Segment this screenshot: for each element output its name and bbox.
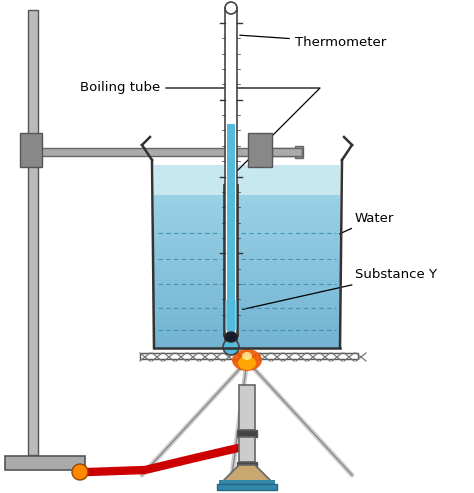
Bar: [154, 244, 340, 246]
Bar: [154, 343, 340, 346]
Bar: [154, 254, 340, 256]
Bar: [154, 246, 340, 248]
Bar: [154, 333, 340, 335]
Bar: [154, 292, 340, 294]
Ellipse shape: [223, 339, 239, 355]
Ellipse shape: [225, 2, 237, 14]
Bar: [154, 233, 340, 236]
Bar: [154, 236, 340, 238]
Bar: [154, 198, 340, 200]
Bar: [239, 385, 255, 430]
Bar: [154, 277, 340, 279]
Bar: [154, 294, 340, 297]
Bar: [154, 228, 340, 231]
Bar: [154, 302, 340, 305]
Bar: [154, 279, 340, 282]
Bar: [154, 287, 340, 289]
Bar: [154, 305, 340, 307]
Bar: [154, 269, 340, 272]
Ellipse shape: [238, 356, 256, 370]
Bar: [154, 300, 340, 302]
Bar: [154, 312, 340, 315]
Bar: [154, 165, 340, 195]
Bar: [154, 266, 340, 269]
Bar: [154, 289, 340, 292]
Bar: [140, 353, 239, 359]
Text: Thermometer: Thermometer: [240, 35, 386, 48]
Bar: [154, 330, 340, 333]
Bar: [154, 335, 340, 338]
Bar: [154, 208, 340, 211]
Bar: [154, 211, 340, 213]
Bar: [225, 300, 237, 330]
Bar: [248, 133, 272, 167]
Ellipse shape: [232, 349, 262, 371]
Bar: [154, 223, 340, 226]
Bar: [154, 203, 340, 205]
Bar: [154, 231, 340, 233]
Text: Boiling tube: Boiling tube: [80, 81, 320, 183]
Bar: [154, 195, 340, 198]
Bar: [154, 325, 340, 328]
Bar: [239, 437, 255, 462]
Bar: [154, 317, 340, 320]
Bar: [20, 133, 42, 167]
Bar: [154, 215, 340, 218]
Bar: [154, 274, 340, 277]
Bar: [219, 480, 275, 485]
Bar: [217, 484, 277, 490]
Bar: [154, 338, 340, 340]
Bar: [154, 320, 340, 322]
Bar: [154, 315, 340, 317]
Bar: [154, 310, 340, 312]
Ellipse shape: [242, 352, 252, 360]
Bar: [154, 340, 340, 343]
Circle shape: [72, 464, 88, 480]
Bar: [154, 322, 340, 325]
Bar: [154, 256, 340, 259]
Bar: [154, 328, 340, 330]
Bar: [154, 264, 340, 266]
Bar: [154, 284, 340, 287]
Bar: [154, 262, 340, 346]
Bar: [154, 346, 340, 348]
Bar: [154, 218, 340, 220]
Bar: [154, 251, 340, 254]
Bar: [295, 146, 303, 158]
Bar: [227, 124, 235, 335]
Bar: [154, 195, 340, 263]
Bar: [259, 353, 358, 359]
Bar: [154, 241, 340, 244]
Bar: [154, 213, 340, 215]
Bar: [154, 259, 340, 261]
Circle shape: [27, 152, 35, 160]
Bar: [272, 148, 302, 156]
Polygon shape: [219, 465, 275, 485]
Bar: [154, 248, 340, 251]
Bar: [154, 297, 340, 300]
Ellipse shape: [225, 332, 237, 342]
Bar: [154, 200, 340, 203]
Bar: [237, 430, 257, 437]
Bar: [154, 220, 340, 223]
Text: Substance Y: Substance Y: [243, 269, 437, 310]
Bar: [237, 462, 257, 469]
Bar: [28, 10, 38, 455]
Bar: [5, 456, 85, 470]
Bar: [225, 8, 237, 340]
Bar: [154, 272, 340, 274]
Bar: [33, 148, 295, 156]
Bar: [154, 205, 340, 208]
Bar: [154, 226, 340, 228]
Bar: [154, 238, 340, 241]
Text: Water: Water: [339, 211, 394, 234]
Bar: [154, 282, 340, 284]
Bar: [154, 261, 340, 264]
Bar: [154, 307, 340, 310]
